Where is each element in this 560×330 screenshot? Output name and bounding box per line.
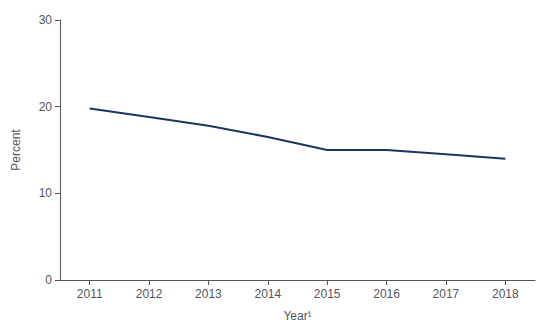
svg-text:2017: 2017 <box>433 287 460 301</box>
svg-text:20: 20 <box>39 100 53 114</box>
svg-text:2013: 2013 <box>195 287 222 301</box>
svg-text:0: 0 <box>45 273 52 287</box>
svg-text:2015: 2015 <box>314 287 341 301</box>
svg-text:2011: 2011 <box>77 287 103 301</box>
svg-text:2014: 2014 <box>254 287 281 301</box>
svg-text:2016: 2016 <box>373 287 400 301</box>
svg-text:10: 10 <box>39 186 53 200</box>
svg-text:2018: 2018 <box>492 287 519 301</box>
svg-text:30: 30 <box>39 13 53 27</box>
svg-text:Year¹: Year¹ <box>283 309 311 323</box>
svg-text:2012: 2012 <box>136 287 163 301</box>
svg-text:Percent: Percent <box>9 129 23 171</box>
